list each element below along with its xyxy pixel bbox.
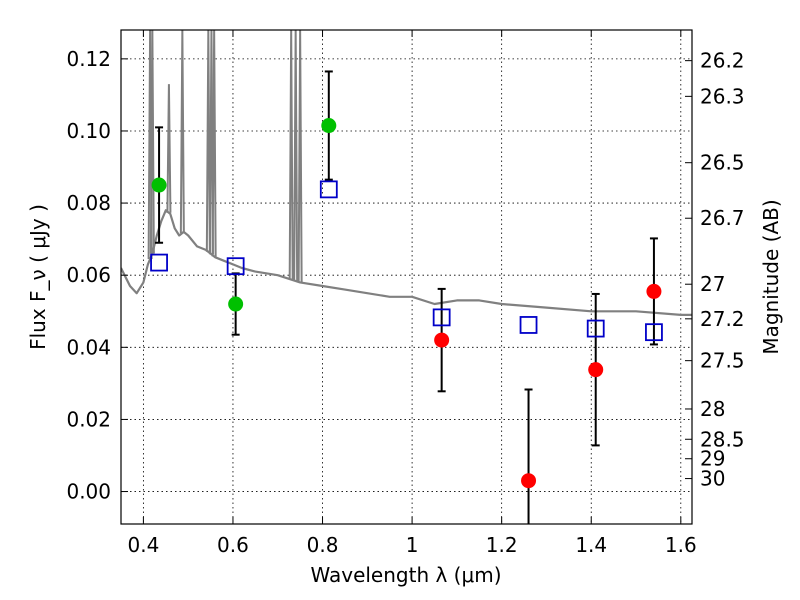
model-photometry-point [150, 253, 168, 272]
model-photometry-point [319, 180, 338, 199]
axis-tick-labels: 0.4 0.6 0.8 1 1.2 1.4 1.6 0.00 0.02 0.04 0.06 0.08 0… [66, 47, 744, 557]
magnitude-tick-label: 27 [700, 272, 725, 296]
model-photometry-point [586, 319, 605, 338]
magnitude-tick-label: 29 [700, 447, 725, 471]
magnitude-tick-label: 28 [700, 397, 725, 421]
x-tick-label: 1.4 [575, 533, 607, 557]
y-tick-label: 0.02 [66, 407, 111, 431]
magnitude-tick-label: 26.7 [700, 206, 745, 230]
x-tick-label: 0.8 [307, 533, 339, 557]
spectrum-emission-line [297, 30, 303, 283]
observed-red-point [588, 362, 604, 378]
data-markers [150, 118, 663, 489]
observed-green-point [321, 118, 337, 134]
spectrum-emission-line [205, 30, 211, 252]
x-tick-label: 1.2 [486, 533, 518, 557]
spectrum-emission-line [149, 30, 155, 254]
magnitude-tick-label: 26.2 [700, 49, 745, 73]
x-tick-label: 0.6 [217, 533, 249, 557]
model-photometry-point [519, 316, 538, 334]
magnitude-tick-label: 30 [700, 467, 725, 491]
magnitude-tick-label: 28.5 [700, 427, 745, 451]
spectrum-emission-line [179, 30, 185, 234]
x-tick-label: 1 [406, 533, 419, 557]
plot-frame [120, 29, 693, 525]
error-bars [155, 70, 658, 524]
observed-red-point [521, 473, 537, 489]
magnitude-tick-label: 26.3 [700, 84, 745, 108]
x-tick-label: 0.4 [127, 533, 159, 557]
model-photometry-point [645, 323, 663, 342]
y-tick-label: 0.00 [66, 480, 111, 504]
spectrum-continuum [121, 209, 692, 316]
right-axis-label: Magnitude (AB) [759, 199, 783, 354]
y-tick-label: 0.04 [66, 335, 111, 359]
x-axis-label: Wavelength λ (μm) [310, 563, 501, 587]
x-tick-label: 1.6 [665, 533, 697, 557]
observed-green-point [228, 296, 244, 312]
model-photometry-point [432, 308, 451, 327]
observed-red-point [646, 283, 662, 299]
magnitude-tick-label: 27.5 [700, 349, 745, 373]
spectrum-emission-line [288, 30, 294, 280]
y-tick-label: 0.08 [66, 191, 111, 215]
y-tick-label: 0.10 [66, 119, 111, 143]
observed-green-point [151, 177, 167, 193]
model-photometry-point [226, 257, 245, 276]
spectrum-emission-line [211, 30, 217, 257]
spectrum-emission-line [293, 30, 299, 281]
y-axis-label: Flux F_ν ( μJy ) [26, 204, 50, 350]
y-tick-label: 0.06 [66, 263, 111, 287]
axis-ticks [121, 30, 692, 524]
observed-red-point [434, 332, 450, 348]
model-spectrum [121, 30, 692, 316]
magnitude-tick-label: 27.2 [700, 307, 745, 331]
magnitude-tick-label: 26.5 [700, 151, 745, 175]
y-tick-label: 0.12 [66, 47, 111, 71]
plot-area [121, 30, 692, 524]
spectrum-emission-line [166, 84, 172, 213]
